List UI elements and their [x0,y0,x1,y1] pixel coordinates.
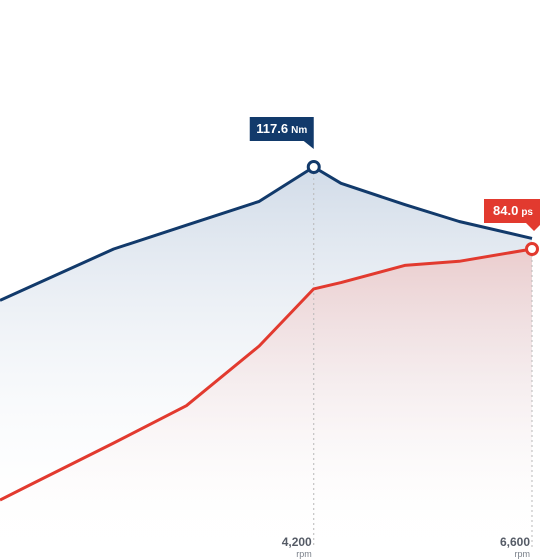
torque-peak-marker [306,160,321,174]
power-line [0,247,533,502]
guide-lines [313,173,533,548]
torque-line [0,165,533,302]
x-tick-label: 6,600 [500,535,530,549]
power-area [0,249,532,548]
power-peak-marker [525,242,539,256]
x-tick-unit: rpm [515,549,531,559]
torque-callout-box [249,117,314,149]
power-callout-unit: ps [521,207,533,218]
torque-callout: 117.6 Nm [249,117,314,149]
torque-callout-unit: Nm [291,125,307,136]
peak-callouts: 117.6 Nm 84.0 ps [249,117,540,231]
power-callout-box [484,199,540,231]
power-callout: 84.0 ps [484,199,540,231]
torque-callout-label: 117.6 Nm [256,121,307,136]
x-tick-label: 4,200 [282,535,312,549]
power-callout-label: 84.0 ps [493,203,533,218]
peak-markers [306,160,539,256]
torque-callout-value: 117.6 [256,121,288,136]
x-tick-unit: rpm [296,549,312,559]
power-callout-value: 84.0 [493,203,518,218]
